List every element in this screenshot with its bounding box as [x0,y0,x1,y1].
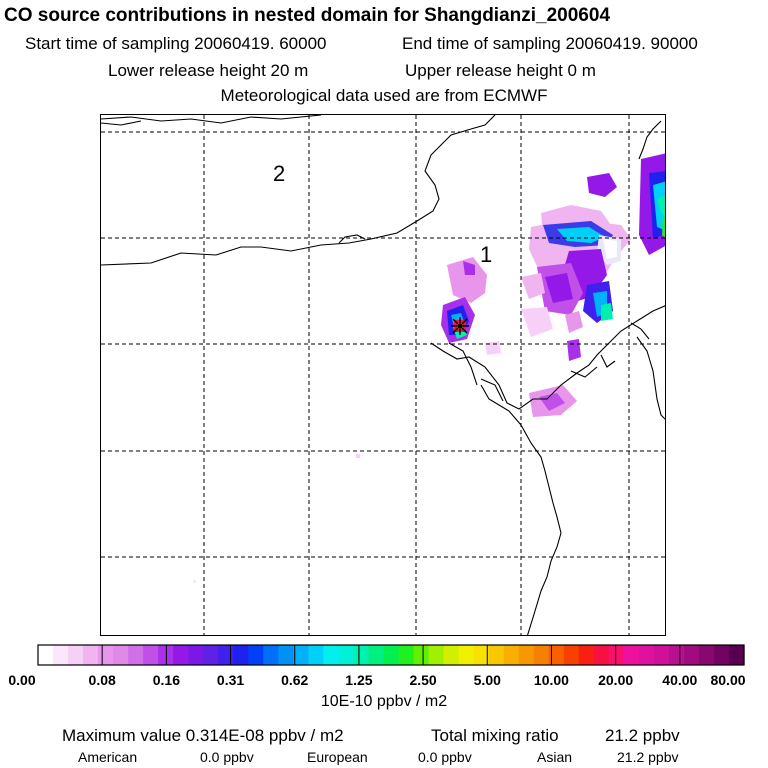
colorbar-swatch [593,645,610,665]
colorbar-tick-label: 0.00 [8,672,36,688]
colorbar-swatch [653,645,670,665]
colorbar-swatch [428,645,445,665]
colorbar-swatch [608,645,625,665]
receptor-star-marker [451,317,469,335]
colorbar-swatch [728,645,745,665]
colorbar-tick-label: 5.00 [473,672,501,688]
colorbar-swatch [383,645,400,665]
met-data-source: Meteorological data used are from ECMWF [220,86,548,105]
colorbar-swatch [368,645,385,665]
colorbar-tick-label: 0.62 [281,672,309,688]
domain-label-2: 2 [273,161,285,186]
colorbar-tick-label: 0.31 [216,672,245,688]
domain-label-1: 1 [480,242,492,267]
colorbar-swatch [98,645,114,665]
trace-spot [193,580,196,583]
colorbar-swatch [188,645,204,665]
colorbar [37,644,745,666]
colorbar-swatch [128,645,144,665]
colorbar-swatch [323,645,340,665]
start-sampling-time: Start time of sampling 20060419. 60000 [25,34,327,53]
region-european-name: European [307,749,368,765]
region-european-value: 0.0 ppbv [418,749,472,765]
colorbar-swatch [38,645,54,665]
colorbar-tick-label: 2.50 [409,672,437,688]
colorbar-tick-label: 40.00 [662,672,698,688]
lower-release-height: Lower release height 20 m [108,61,309,80]
colorbar-tick-label: 20.00 [598,672,634,688]
colorbar-swatch [578,645,595,665]
colorbar-swatch [233,645,249,665]
colorbar-swatch [548,645,565,665]
colorbar-swatch [218,645,234,665]
total-mixing-ratio-label: Total mixing ratio [431,726,559,745]
colorbar-tick-label: 80.00 [710,672,746,688]
region-american-name: American [78,749,138,765]
plume-south-patch [529,385,577,417]
colorbar-swatch [623,645,640,665]
colorbar-swatch [113,645,129,665]
colorbar-swatch [518,645,535,665]
colorbar-swatch [398,645,415,665]
colorbar-swatch [503,645,520,665]
graticule [101,115,665,635]
colorbar-swatch [713,645,730,665]
colorbar-swatch [83,645,99,665]
map-canvas: 1 2 [101,115,665,635]
colorbar-border [37,644,745,666]
colorbar-swatch [353,645,370,665]
colorbar-swatch [473,645,490,665]
colorbar-swatch [308,645,324,665]
colorbar-swatch [143,645,159,665]
colorbar-swatch [338,645,355,665]
colorbar-swatch [638,645,655,665]
colorbar-tick-label: 1.25 [345,672,373,688]
region-asian-name: Asian [537,749,573,765]
colorbar-swatch [443,645,460,665]
plume-east-band [521,219,631,361]
colorbar-swatch [248,645,264,665]
upper-release-height: Upper release height 0 m [405,61,596,80]
coastlines [101,115,665,635]
colorbar-tick-label: 0.16 [152,672,180,688]
trace-spot [356,454,360,458]
colorbar-tick-label: 0.08 [88,672,116,688]
units-label: 10E-10 ppbv / m2 [320,693,448,710]
colorbar-swatch [278,645,294,665]
colorbar-swatch [413,645,430,665]
plume-receptor-blob [441,257,501,355]
colorbar-swatch [668,645,685,665]
colorbar-swatch [293,645,309,665]
colorbar-swatch [458,645,475,665]
end-sampling-time: End time of sampling 20060419. 90000 [402,34,698,53]
colorbar-swatch [203,645,219,665]
maximum-value: Maximum value 0.314E-08 ppbv / m2 [62,726,344,745]
colorbar-swatch [488,645,505,665]
colorbar-swatch [263,645,279,665]
colorbar-swatch [533,645,550,665]
colorbar-swatch [698,645,715,665]
colorbar-swatch [683,645,700,665]
colorbar-tick-label: 10.00 [533,672,569,688]
colorbar-swatch [68,645,84,665]
plot-title: CO source contributions in nested domain… [4,5,611,26]
region-american-value: 0.0 ppbv [200,749,254,765]
total-mixing-ratio-value: 21.2 ppbv [605,726,680,745]
colorbar-swatch [173,645,189,665]
colorbar-swatch [53,645,69,665]
colorbar-swatch [563,645,580,665]
region-asian-value: 21.2 ppbv [617,749,679,765]
concentration-field [193,153,665,583]
map-panel: 1 2 [100,114,666,636]
